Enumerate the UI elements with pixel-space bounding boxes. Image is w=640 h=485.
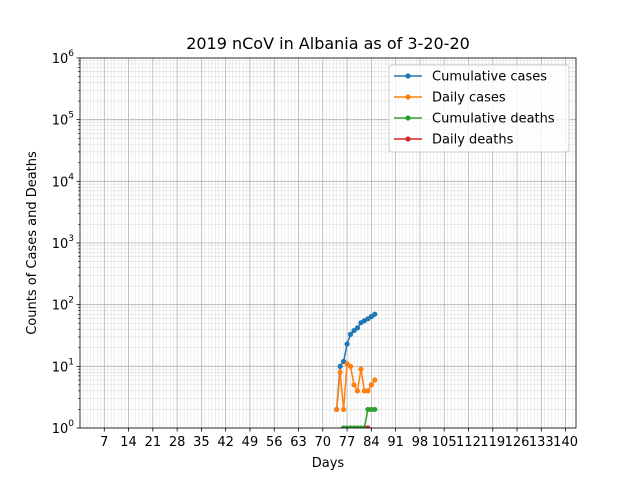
- x-tick-label: 49: [242, 435, 259, 450]
- series-daily-cases: [334, 361, 378, 413]
- legend-label: Daily deaths: [432, 133, 514, 148]
- y-tick-label: 101: [52, 357, 74, 375]
- data-point-daily-cases: [372, 377, 378, 383]
- legend: Cumulative cases Daily cases Cumulative de…: [388, 64, 570, 153]
- data-point-daily-cases: [368, 382, 374, 388]
- x-tick-label: 35: [193, 435, 210, 450]
- x-tick-label: 126: [505, 435, 530, 450]
- legend-box: [388, 64, 570, 153]
- x-tick-label: 7: [100, 435, 108, 450]
- legend-label: Cumulative deaths: [432, 112, 555, 127]
- y-tick-label: 104: [52, 172, 75, 190]
- data-point-cumulative-deaths: [372, 406, 378, 413]
- x-tick-label: 14: [120, 435, 137, 450]
- x-tick-label: 140: [553, 435, 578, 450]
- series-daily-deaths: [365, 425, 371, 428]
- x-tick-label: 84: [363, 435, 380, 450]
- data-point-cumulative-cases: [347, 331, 354, 337]
- x-tick-label: 77: [339, 435, 356, 450]
- y-tick-label: 103: [52, 234, 74, 252]
- y-tick-label: 102: [52, 296, 74, 314]
- data-point-daily-cases: [334, 406, 340, 413]
- data-point-daily-cases: [354, 388, 361, 394]
- legend-marker: [405, 115, 411, 121]
- data-point-daily-cases: [351, 382, 357, 388]
- data-point-daily-cases: [341, 406, 347, 413]
- x-tick-label: 98: [412, 435, 429, 450]
- x-tick-label: 112: [456, 435, 481, 450]
- legend-marker: [405, 136, 411, 142]
- legend-marker: [405, 73, 411, 79]
- x-tick-label: 28: [169, 435, 186, 450]
- data-point-daily-cases: [365, 388, 371, 394]
- x-tick-label: 105: [432, 435, 457, 450]
- data-point-daily-cases: [337, 369, 343, 375]
- legend-label: Cumulative cases: [432, 70, 547, 85]
- legend-label: Daily cases: [432, 91, 506, 106]
- data-point-cumulative-cases: [337, 363, 343, 369]
- x-tick-label: 63: [290, 435, 307, 450]
- x-tick-label: 21: [145, 435, 162, 450]
- y-tick-label: 100: [52, 419, 75, 437]
- series-layer: [334, 311, 378, 428]
- data-point-cumulative-cases: [354, 325, 361, 331]
- y-axis-label: Counts of Cases and Deaths: [25, 151, 40, 335]
- x-tick-label: 133: [529, 435, 554, 450]
- data-point-daily-cases: [347, 363, 354, 369]
- series-cumulative-cases: [334, 311, 378, 413]
- x-tick-label: 70: [315, 435, 332, 450]
- x-tick-label: 42: [217, 435, 234, 450]
- ticks: 7 14 21 28 35 42 49 56 63 70 77 84 91 98 105 112 119 126 1…: [52, 49, 578, 450]
- x-tick-label: 91: [387, 435, 404, 450]
- y-tick-label: 106: [52, 49, 75, 67]
- x-axis-label: Days: [312, 456, 345, 471]
- y-tick-label: 105: [52, 111, 74, 129]
- data-point-cumulative-cases: [372, 311, 378, 317]
- x-tick-label: 119: [480, 435, 505, 450]
- data-point-daily-cases: [358, 366, 364, 372]
- chart-title: 2019 nCoV in Albania as of 3-20-20: [186, 34, 470, 53]
- x-tick-label: 56: [266, 435, 283, 450]
- legend-marker: [405, 94, 411, 100]
- data-point-cumulative-cases: [344, 341, 350, 347]
- data-point-daily-deaths: [365, 425, 371, 428]
